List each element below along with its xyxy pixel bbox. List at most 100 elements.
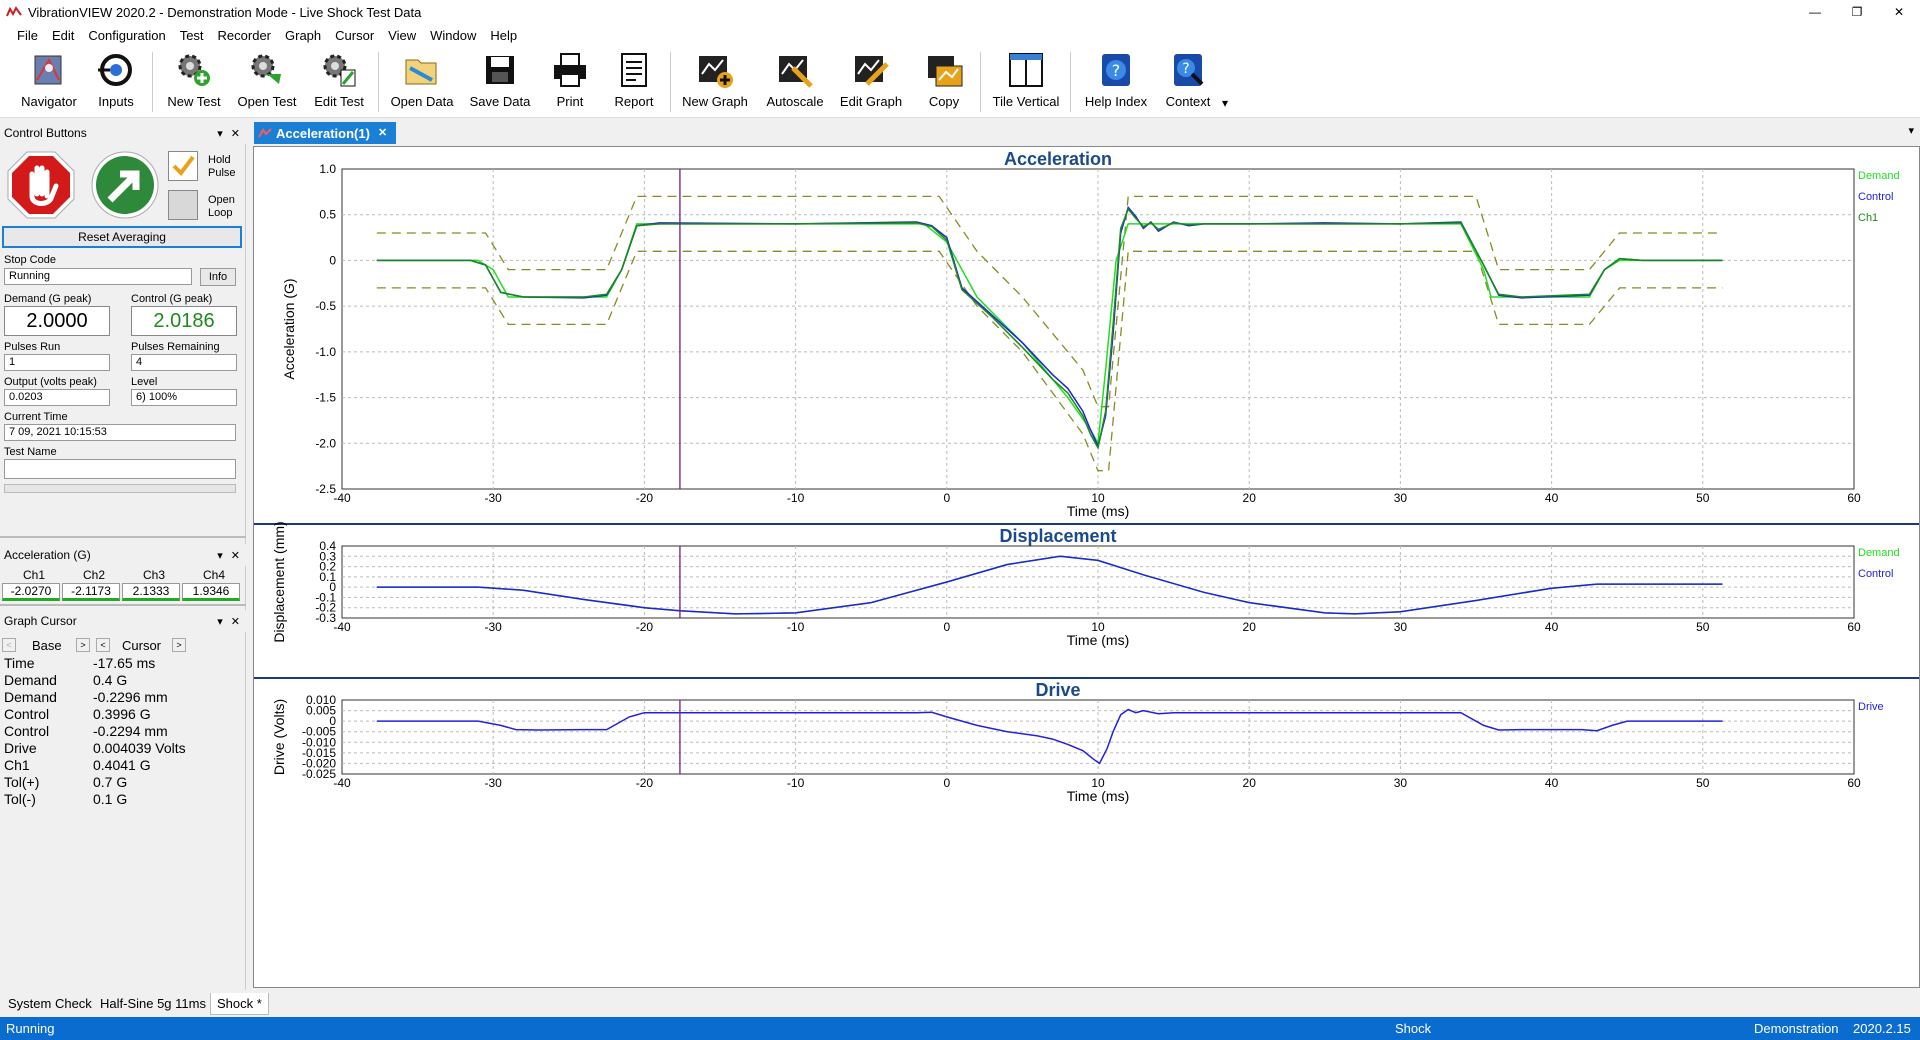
base-next-chevron-icon[interactable]: >	[76, 638, 90, 652]
panel-dropdown-icon[interactable]: ▾	[217, 549, 223, 562]
current-time-label: Current Time	[4, 411, 68, 423]
report-button[interactable]: Report	[604, 50, 664, 114]
pulses-run-label: Pulses Run	[4, 341, 61, 353]
app-logo-icon	[6, 6, 22, 17]
edit-graph-button[interactable]: Edit Graph	[836, 50, 906, 114]
y-tick-label: 0.3	[319, 549, 336, 563]
svg-text:?: ?	[1182, 61, 1189, 77]
progress-bar	[4, 484, 236, 493]
open-data-button[interactable]: Open Data	[384, 50, 460, 114]
edit-test-button[interactable]: Edit Test	[306, 50, 372, 114]
tile-vertical-icon	[1009, 53, 1043, 87]
panel-close-icon[interactable]: ✕	[230, 549, 240, 562]
open-test-button[interactable]: Open Test	[232, 50, 302, 114]
table-row: Tol(+) 0.7 G	[4, 774, 128, 790]
menu-graph[interactable]: Graph	[285, 27, 322, 43]
inputs-icon	[98, 54, 132, 86]
test-name-field	[4, 459, 236, 479]
autoscale-button[interactable]: Autoscale	[758, 50, 832, 114]
info-button[interactable]: Info	[200, 268, 236, 286]
checkmark-icon	[172, 155, 195, 177]
level-field: 6) 100%	[131, 389, 237, 406]
panel-close-icon[interactable]: ✕	[230, 615, 240, 628]
restore-button[interactable]: ❐	[1851, 5, 1863, 19]
panel-dropdown-icon[interactable]: ▾	[217, 615, 223, 628]
save-disk-icon	[486, 56, 514, 84]
help-index-button[interactable]: ? Help Index	[1078, 50, 1154, 114]
stop-button[interactable]	[6, 150, 76, 220]
x-tick-label: 60	[1847, 620, 1861, 634]
toolbar-separator	[670, 52, 671, 112]
context-help-button[interactable]: ? Context	[1160, 50, 1216, 114]
minimize-button[interactable]: —	[1809, 5, 1821, 19]
cursor-next-chevron-icon[interactable]: >	[172, 638, 186, 652]
menu-file[interactable]: File	[17, 27, 38, 43]
start-button[interactable]	[90, 150, 160, 220]
base-prev-chevron-icon[interactable]: <	[2, 638, 16, 652]
new-test-button[interactable]: New Test	[160, 50, 228, 114]
level-label: Level	[131, 376, 158, 388]
navigator-button[interactable]: Navigator	[14, 50, 84, 114]
menu-help[interactable]: Help	[490, 27, 518, 43]
x-tick-label: 0	[943, 491, 950, 505]
menu-configuration[interactable]: Configuration	[88, 27, 166, 43]
y-tick-label: 0.005	[306, 704, 336, 718]
x-tick-label: 20	[1243, 491, 1257, 505]
menu-cursor[interactable]: Cursor	[335, 27, 375, 43]
legend-item: Demand	[1858, 170, 1900, 182]
y-axis-label: Drive (Volts)	[271, 699, 287, 775]
inputs-button[interactable]: Inputs	[86, 50, 146, 114]
chart-title: Acceleration	[1004, 149, 1112, 169]
reset-averaging-button[interactable]: Reset Averaging	[2, 226, 242, 248]
menu-recorder[interactable]: Recorder	[217, 27, 271, 43]
x-tick-label: 0	[943, 620, 950, 634]
x-tick-label: -30	[485, 491, 503, 505]
x-tick-label: 10	[1091, 776, 1105, 790]
series-line-drive	[376, 708, 1723, 765]
menu-edit[interactable]: Edit	[51, 27, 75, 43]
channel-header: Ch4	[202, 568, 225, 582]
hold-pulse-checkbox[interactable]	[168, 151, 198, 181]
stop-code-label: Stop Code	[4, 254, 56, 266]
table-row: Time -17.65 ms	[4, 655, 156, 671]
open-test-gear-icon	[251, 54, 281, 84]
save-data-button[interactable]: Save Data	[464, 50, 536, 114]
x-tick-label: 60	[1847, 776, 1861, 790]
open-loop-checkbox[interactable]	[168, 190, 198, 220]
x-tick-label: 60	[1847, 491, 1861, 505]
open-loop-label: Open Loop	[208, 194, 235, 219]
test-name-label: Test Name	[4, 446, 57, 458]
copy-button[interactable]: Copy	[914, 50, 974, 114]
legend-item: Control	[1858, 568, 1893, 580]
print-button[interactable]: Print	[542, 50, 598, 114]
graph-cursor-panel-header: Graph Cursor ▾ ✕	[0, 610, 246, 632]
tab-shock[interactable]: Shock *	[210, 993, 269, 1015]
cursor-prev-chevron-icon[interactable]: <	[96, 638, 110, 652]
tab-close-icon[interactable]: ✕	[378, 127, 388, 139]
x-tick-label: -40	[333, 491, 351, 505]
menu-view[interactable]: View	[388, 27, 417, 43]
menu-window[interactable]: Window	[430, 27, 477, 43]
menu-test[interactable]: Test	[179, 27, 204, 43]
tab-acceleration[interactable]: Acceleration(1)	[254, 122, 396, 144]
toolbar-overflow-chevron-icon[interactable]: ▾	[1222, 96, 1229, 110]
window-title: VibrationVIEW 2020.2 - Demonstration Mod…	[28, 4, 422, 20]
legend-item: Drive	[1858, 701, 1884, 713]
tab-system-check[interactable]: System Check	[8, 996, 92, 1011]
x-tick-label: -10	[787, 776, 805, 790]
help-book-icon: ?	[1102, 54, 1130, 86]
x-tick-label: 10	[1091, 620, 1105, 634]
tile-vertical-button[interactable]: Tile Vertical	[988, 50, 1064, 114]
table-row: Drive 0.004039 Volts	[4, 740, 186, 756]
tab-half-sine[interactable]: Half-Sine 5g 11ms	[100, 996, 206, 1011]
demand-label: Demand (G peak)	[4, 293, 92, 305]
title-bar: VibrationVIEW 2020.2 - Demonstration Mod…	[0, 0, 1920, 24]
close-button[interactable]: ✕	[1893, 5, 1905, 19]
panel-close-icon[interactable]: ✕	[230, 127, 240, 140]
panel-dropdown-icon[interactable]: ▾	[217, 127, 223, 140]
tabstrip-dropdown-icon[interactable]: ▾	[1908, 125, 1914, 137]
cursor-navigation: < Base > < Cursor >	[2, 638, 242, 654]
new-graph-button[interactable]: New Graph	[676, 50, 754, 114]
open-folder-icon	[405, 59, 437, 85]
channel-values: -2.0270 -2.1173 2.1333 1.9346	[2, 583, 244, 601]
